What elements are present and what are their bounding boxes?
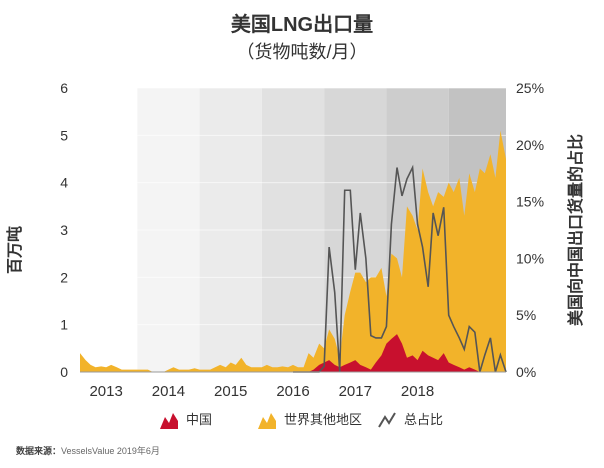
red-area-icon: [160, 413, 178, 429]
y-right-tick-label: 20%: [516, 137, 544, 153]
y-left-tick-label: 6: [60, 80, 68, 96]
legend-label: 中国: [186, 412, 213, 427]
y-right-tick-label: 15%: [516, 194, 544, 210]
series-area-china: [80, 334, 506, 372]
legend-label: 总占比: [404, 412, 444, 427]
y-left-tick-label: 4: [60, 175, 68, 191]
y-right-tick-label: 10%: [516, 250, 544, 266]
y-left-tick-label: 1: [60, 317, 68, 333]
line-icon: [378, 412, 396, 428]
source-text: VesselsValue 2019年6月: [61, 446, 160, 456]
yellow-area-icon: [258, 413, 276, 429]
y-right-tick-label: 0%: [516, 364, 536, 380]
y-left-tick-label: 0: [60, 364, 68, 380]
chart-title: 美国LNG出口量: [230, 14, 374, 36]
chart-subtitle: （货物吨数/月）: [236, 42, 368, 62]
data-source-note: 数据来源：VesselsValue 2019年6月: [16, 444, 160, 457]
x-tick-label: 2016: [276, 383, 309, 400]
y-left-tick-label: 2: [60, 269, 68, 285]
legend-label: 世界其他地区: [284, 412, 363, 427]
x-tick-label: 2014: [152, 383, 185, 400]
source-prefix: 数据来源：: [16, 446, 62, 456]
x-tick-label: 2017: [339, 383, 372, 400]
y-right-tick-label: 5%: [516, 307, 536, 323]
legend: 中国 世界其他地区 总占比: [0, 408, 604, 432]
series-area-rest-of-world: [80, 130, 506, 372]
series-line-total-share: [293, 164, 507, 373]
y-left-tick-label: 3: [60, 222, 68, 238]
y-right-tick-label: 25%: [516, 80, 544, 96]
x-tick-label: 2015: [214, 383, 247, 400]
x-tick-label: 2013: [89, 383, 122, 400]
x-tick-label: 2018: [401, 383, 434, 400]
y-left-tick-label: 5: [60, 127, 68, 143]
